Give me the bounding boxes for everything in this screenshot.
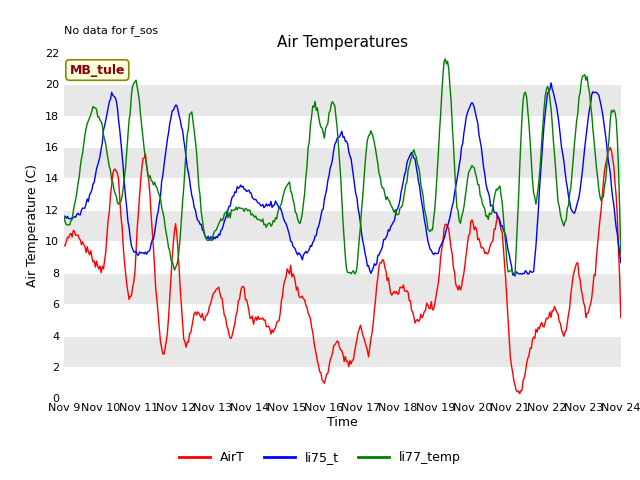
- Bar: [64, 241, 621, 273]
- Legend: AirT, li75_t, li77_temp: AirT, li75_t, li77_temp: [174, 446, 466, 469]
- Bar: [64, 336, 621, 367]
- Bar: [64, 273, 621, 304]
- Bar: [64, 179, 621, 210]
- Bar: [64, 53, 621, 84]
- X-axis label: Time: Time: [327, 416, 358, 429]
- Bar: [64, 367, 621, 398]
- Bar: [64, 241, 621, 273]
- Bar: [64, 367, 621, 398]
- Text: No data for f_sos: No data for f_sos: [64, 25, 158, 36]
- Bar: [64, 84, 621, 116]
- Bar: [64, 147, 621, 179]
- Bar: [64, 116, 621, 147]
- Bar: [64, 304, 621, 336]
- Bar: [64, 210, 621, 241]
- Bar: [64, 304, 621, 336]
- Bar: [64, 53, 621, 84]
- Title: Air Temperatures: Air Temperatures: [277, 35, 408, 50]
- Bar: [64, 116, 621, 147]
- Y-axis label: Air Temperature (C): Air Temperature (C): [26, 164, 39, 287]
- Bar: [64, 179, 621, 210]
- Text: MB_tule: MB_tule: [70, 63, 125, 76]
